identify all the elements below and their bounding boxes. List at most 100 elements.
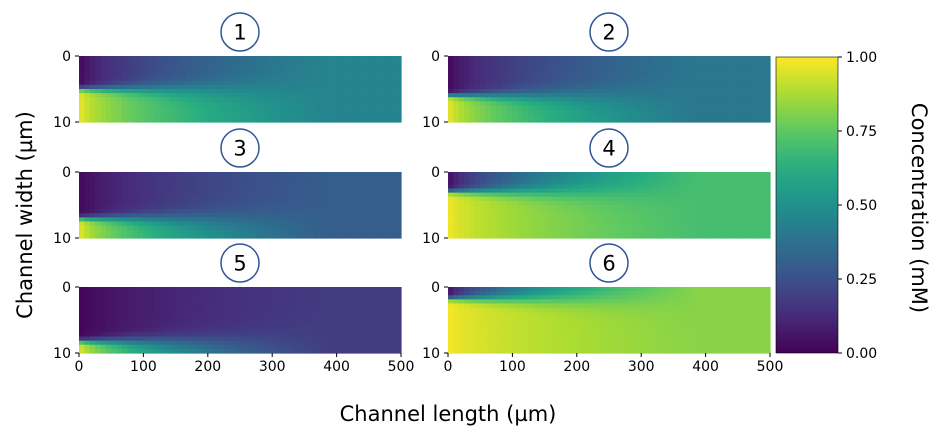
heatmap-cell [240,176,246,181]
heatmap-cell [325,291,332,296]
heatmap-cell [266,340,273,346]
heatmap-cell [390,89,397,94]
heatmap-cell [533,213,540,218]
heatmap-cell [299,315,305,321]
heatmap-cell [207,205,214,210]
heatmap-cell [261,60,268,65]
heatmap-cell [277,93,284,98]
heatmap-cell [320,311,327,317]
heatmap-cell [630,113,637,119]
heatmap-cell [759,80,766,86]
heatmap-cell [684,68,691,74]
heatmap-cell [180,205,187,210]
heatmap-cell [309,172,316,177]
heatmap-cell [304,233,311,239]
heatmap-cell [576,205,583,210]
heatmap-cell [646,80,653,86]
heatmap-cell [764,180,771,185]
heatmap-cell [700,184,707,190]
heatmap-cell [325,93,332,98]
heatmap-cell [325,311,332,317]
heatmap-cell [116,68,123,74]
heatmap-cell [186,303,193,309]
heatmap-cell [213,299,220,305]
heatmap-cell [528,200,535,206]
heatmap-cell [390,291,397,296]
heatmap-cell [705,56,712,61]
heatmap-cell [304,184,311,190]
heatmap-cell [207,225,214,231]
heatmap-cell [84,217,91,223]
heatmap-cell [710,89,717,94]
heatmap-cell [304,340,311,346]
heatmap-cell [213,348,220,354]
heatmap-cell [598,225,605,231]
heatmap-cell [336,233,343,239]
heatmap-cell [234,180,241,185]
heatmap-cell [619,229,626,235]
heatmap-cell [374,324,381,329]
heatmap-cell [651,105,658,111]
heatmap-cell [240,84,246,90]
heatmap-cell [121,307,128,313]
heatmap-cell [148,180,155,185]
heatmap-cell [635,205,642,210]
heatmap-cell [164,225,171,231]
heatmap-cell [138,172,144,177]
heatmap-cell [143,101,150,107]
heatmap-cell [223,188,230,194]
heatmap-cell [625,291,632,296]
heatmap-cell [485,89,492,94]
heatmap-cell [79,80,85,86]
heatmap-cell [197,80,204,86]
heatmap-cell [299,117,305,123]
heatmap-cell [549,105,556,111]
heatmap-cell [191,340,198,346]
heatmap-cell [490,113,497,119]
heatmap-cell [651,192,658,198]
heatmap-cell [662,80,669,86]
heatmap-cell [673,97,680,102]
heatmap-cell [180,180,187,185]
heatmap-cell [256,233,263,239]
heatmap-cell [592,291,599,296]
heatmap-cell [598,89,605,94]
heatmap-cell [234,291,241,296]
heatmap-cell [592,89,599,94]
heatmap-cell [464,76,471,82]
heatmap-cell [668,188,674,194]
heatmap-cell [320,295,327,300]
heatmap-cell [105,225,112,231]
heatmap-cell [79,184,85,190]
heatmap-cell [684,196,691,202]
heatmap-cell [202,64,209,69]
heatmap-cell [395,176,402,181]
heatmap-cell [384,229,391,235]
heatmap-cell [336,184,343,190]
heatmap-cell [603,205,610,210]
heatmap-cell [474,184,481,190]
heatmap-cell [132,84,139,90]
heatmap-cell [358,80,365,86]
heatmap-cell [180,340,187,346]
heatmap-cell [266,80,273,86]
heatmap-cell [341,101,348,107]
heatmap-cell [89,303,96,309]
heatmap-cell [678,200,685,206]
heatmap-cell [207,72,214,78]
heatmap-cell [341,76,348,82]
heatmap-cell [721,184,728,190]
heatmap-cell [544,113,551,119]
heatmap-cell [266,315,273,321]
heatmap-cell [759,205,766,210]
heatmap-cell [743,233,750,239]
heatmap-cell [229,332,236,338]
heatmap-cell [764,93,771,98]
heatmap-cell [293,332,300,338]
heatmap-cell [539,117,546,123]
heatmap-cell [336,344,343,350]
heatmap-cell [79,311,85,317]
heatmap-cell [592,76,599,82]
heatmap-cell [662,89,669,94]
heatmap-cell [619,68,626,74]
